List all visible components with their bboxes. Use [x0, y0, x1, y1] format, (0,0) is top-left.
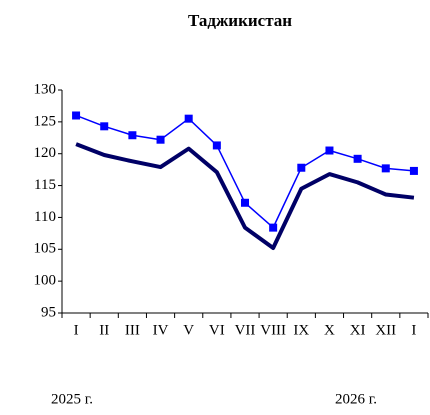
y-tick-label: 115 [34, 177, 56, 193]
marker [72, 111, 81, 120]
x-tick-label: I [411, 322, 416, 338]
x-tick-label: V [183, 322, 194, 338]
x-tick-label: VI [209, 322, 225, 338]
x-tick-label: X [324, 322, 335, 338]
y-tick-label: 130 [34, 81, 57, 97]
x-tick-label: XII [375, 322, 396, 338]
marker [100, 122, 109, 131]
y-tick-label: 95 [41, 304, 56, 320]
marker [241, 198, 249, 207]
year-label: 2025 г. [51, 391, 93, 407]
x-tick-label: IV [153, 322, 169, 338]
series-line [75, 142, 415, 251]
marker [269, 223, 278, 232]
y-tick-label: 120 [34, 145, 57, 161]
year-label: 2026 г. [335, 391, 377, 407]
marker [325, 146, 334, 155]
x-tick-label: VII [235, 322, 256, 338]
marker [156, 135, 165, 144]
marker [184, 114, 193, 123]
marker [409, 166, 418, 175]
series-line [75, 114, 414, 229]
y-tick-label: 125 [34, 113, 57, 129]
y-tick-label: 105 [34, 241, 57, 257]
chart-title: Таджикистан [188, 11, 292, 30]
marker [128, 131, 137, 140]
x-tick-label: I [74, 322, 79, 338]
x-tick-label: XI [350, 322, 366, 338]
marker [297, 163, 306, 172]
x-tick-label: III [125, 322, 140, 338]
x-tick-label: IX [293, 322, 309, 338]
marker [212, 141, 221, 150]
marker [353, 154, 362, 163]
marker [381, 164, 390, 173]
x-tick-label: VIII [260, 322, 286, 338]
y-tick-label: 110 [34, 209, 56, 225]
y-tick-label: 100 [34, 273, 57, 289]
x-tick-label: II [99, 322, 109, 338]
